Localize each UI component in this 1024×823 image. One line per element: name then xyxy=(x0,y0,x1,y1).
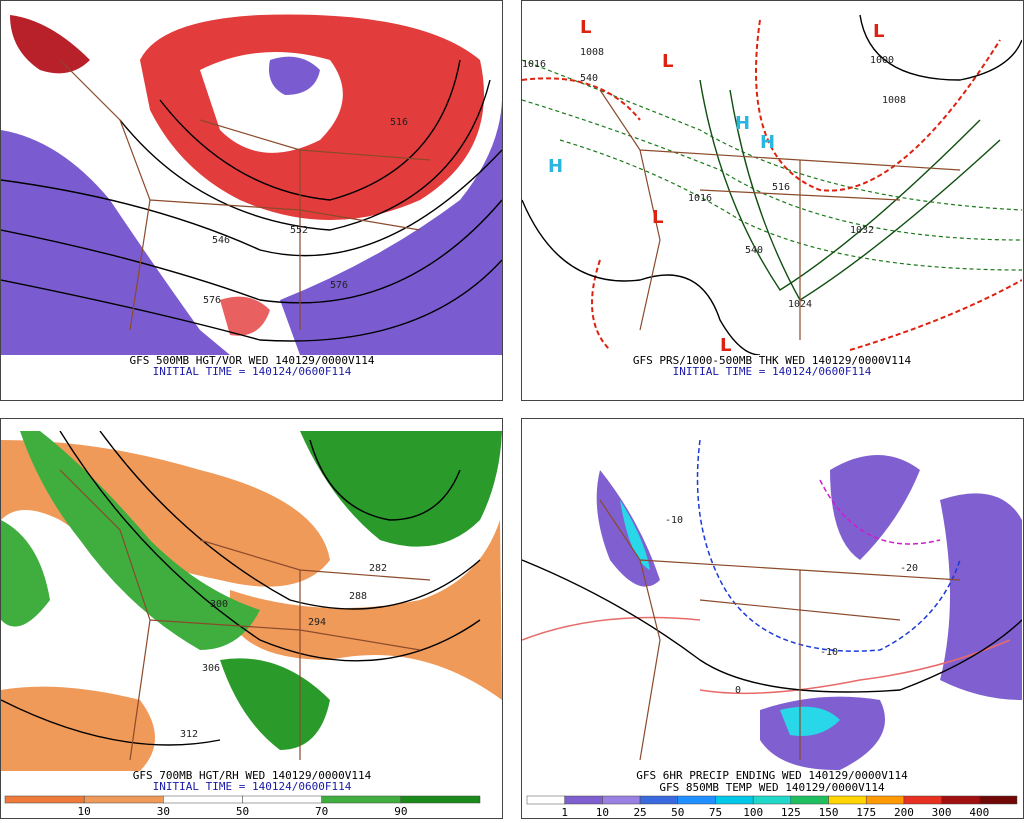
colorbar-label: 10 xyxy=(596,806,609,819)
caption: GFS PRS/1000-500MB THK WED 140129/0000V1… xyxy=(633,354,912,367)
contour-label: 540 xyxy=(580,73,598,84)
colorbar-swatch xyxy=(242,795,322,804)
contour-label: 282 xyxy=(369,563,387,574)
contour-label: 1008 xyxy=(882,95,906,106)
contour-label: 1016 xyxy=(688,193,712,204)
colorbar-swatch xyxy=(865,795,905,805)
contour-label: 1016 xyxy=(522,59,546,70)
caption: GFS 500MB HGT/VOR WED 140129/0000V114 xyxy=(129,354,374,367)
contour-label: 288 xyxy=(349,591,367,602)
colorbar-label: 175 xyxy=(856,806,876,819)
contour-label: 1008 xyxy=(580,47,604,58)
contour-label: -10 xyxy=(665,515,683,526)
colorbar-label: 300 xyxy=(932,806,952,819)
colorbar-swatch xyxy=(602,795,641,805)
contour-label: 294 xyxy=(308,617,326,628)
low-center: L xyxy=(652,207,663,228)
colorbar-swatch xyxy=(4,795,85,804)
colorbar-swatch xyxy=(828,795,867,805)
contour-label: 546 xyxy=(212,235,230,246)
colorbar-swatch xyxy=(639,795,679,805)
caption: INITIAL TIME = 140124/0600F114 xyxy=(153,780,352,793)
colorbar-swatch xyxy=(163,795,243,804)
colorbar-swatch xyxy=(400,795,481,804)
colorbar-swatch xyxy=(903,795,942,805)
contour-label: 516 xyxy=(390,117,408,128)
colorbar-swatch xyxy=(979,795,1018,805)
colorbar-label: 50 xyxy=(671,806,684,819)
caption: INITIAL TIME = 140124/0600F114 xyxy=(673,365,872,378)
contour-label: 576 xyxy=(330,280,348,291)
colorbar-label: 125 xyxy=(781,806,801,819)
caption: GFS 6HR PRECIP ENDING WED 140129/0000V11… xyxy=(636,769,908,782)
colorbar-label: 400 xyxy=(969,806,989,819)
colorbar-swatch xyxy=(790,795,829,805)
colorbar: 10 30 50 70 90 xyxy=(4,795,481,818)
colorbar-label: 30 xyxy=(157,805,170,818)
colorbar-swatch xyxy=(83,795,164,804)
contour-label: 1032 xyxy=(850,225,874,236)
high-center: H xyxy=(760,132,775,153)
colorbar-label: 90 xyxy=(394,805,407,818)
low-center: L xyxy=(720,335,731,356)
low-center: L xyxy=(662,51,673,72)
contour-label: 1024 xyxy=(788,299,812,310)
high-center: H xyxy=(548,156,563,177)
colorbar-label: 75 xyxy=(709,806,722,819)
colorbar: 1 10 25 50 75 100 125 150 175 200 300 400 xyxy=(526,795,1018,819)
low-center: L xyxy=(580,17,591,38)
contour-label: -10 xyxy=(820,647,838,658)
colorbar-swatch xyxy=(941,795,980,805)
contour-label: 516 xyxy=(772,182,790,193)
colorbar-label: 1 xyxy=(561,806,568,819)
colorbar-label: 150 xyxy=(819,806,839,819)
map-precip xyxy=(522,431,1022,771)
caption: GFS 700MB HGT/RH WED 140129/0000V114 xyxy=(133,769,372,782)
high-center: H xyxy=(735,113,750,134)
colorbar-label: 10 xyxy=(78,805,91,818)
contour-label: 300 xyxy=(210,599,228,610)
contour-label: 1000 xyxy=(870,55,894,66)
colorbar-label: 200 xyxy=(894,806,914,819)
map-prs-thk xyxy=(522,13,1022,355)
caption: INITIAL TIME = 140124/0600F114 xyxy=(153,365,352,378)
contour-label: 306 xyxy=(202,663,220,674)
colorbar-label: 70 xyxy=(315,805,328,818)
colorbar-label: 100 xyxy=(743,806,763,819)
low-center: L xyxy=(873,21,884,42)
contour-label: 0 xyxy=(735,685,741,696)
contour-label: 540 xyxy=(745,245,763,256)
map-500mb xyxy=(1,13,502,355)
colorbar-label: 25 xyxy=(633,806,646,819)
contour-label: 576 xyxy=(203,295,221,306)
colorbar-swatch xyxy=(677,795,716,805)
colorbar-swatch xyxy=(752,795,792,805)
colorbar-swatch xyxy=(564,795,603,805)
colorbar-swatch xyxy=(526,795,565,805)
contour-label: 552 xyxy=(290,225,308,236)
map-700mb xyxy=(1,431,502,771)
colorbar-label: 50 xyxy=(236,805,249,818)
caption: GFS 850MB TEMP WED 140129/0000V114 xyxy=(659,781,885,794)
contour-label: 312 xyxy=(180,729,198,740)
colorbar-swatch xyxy=(321,795,402,804)
contour-label: -20 xyxy=(900,563,918,574)
colorbar-swatch xyxy=(715,795,754,805)
